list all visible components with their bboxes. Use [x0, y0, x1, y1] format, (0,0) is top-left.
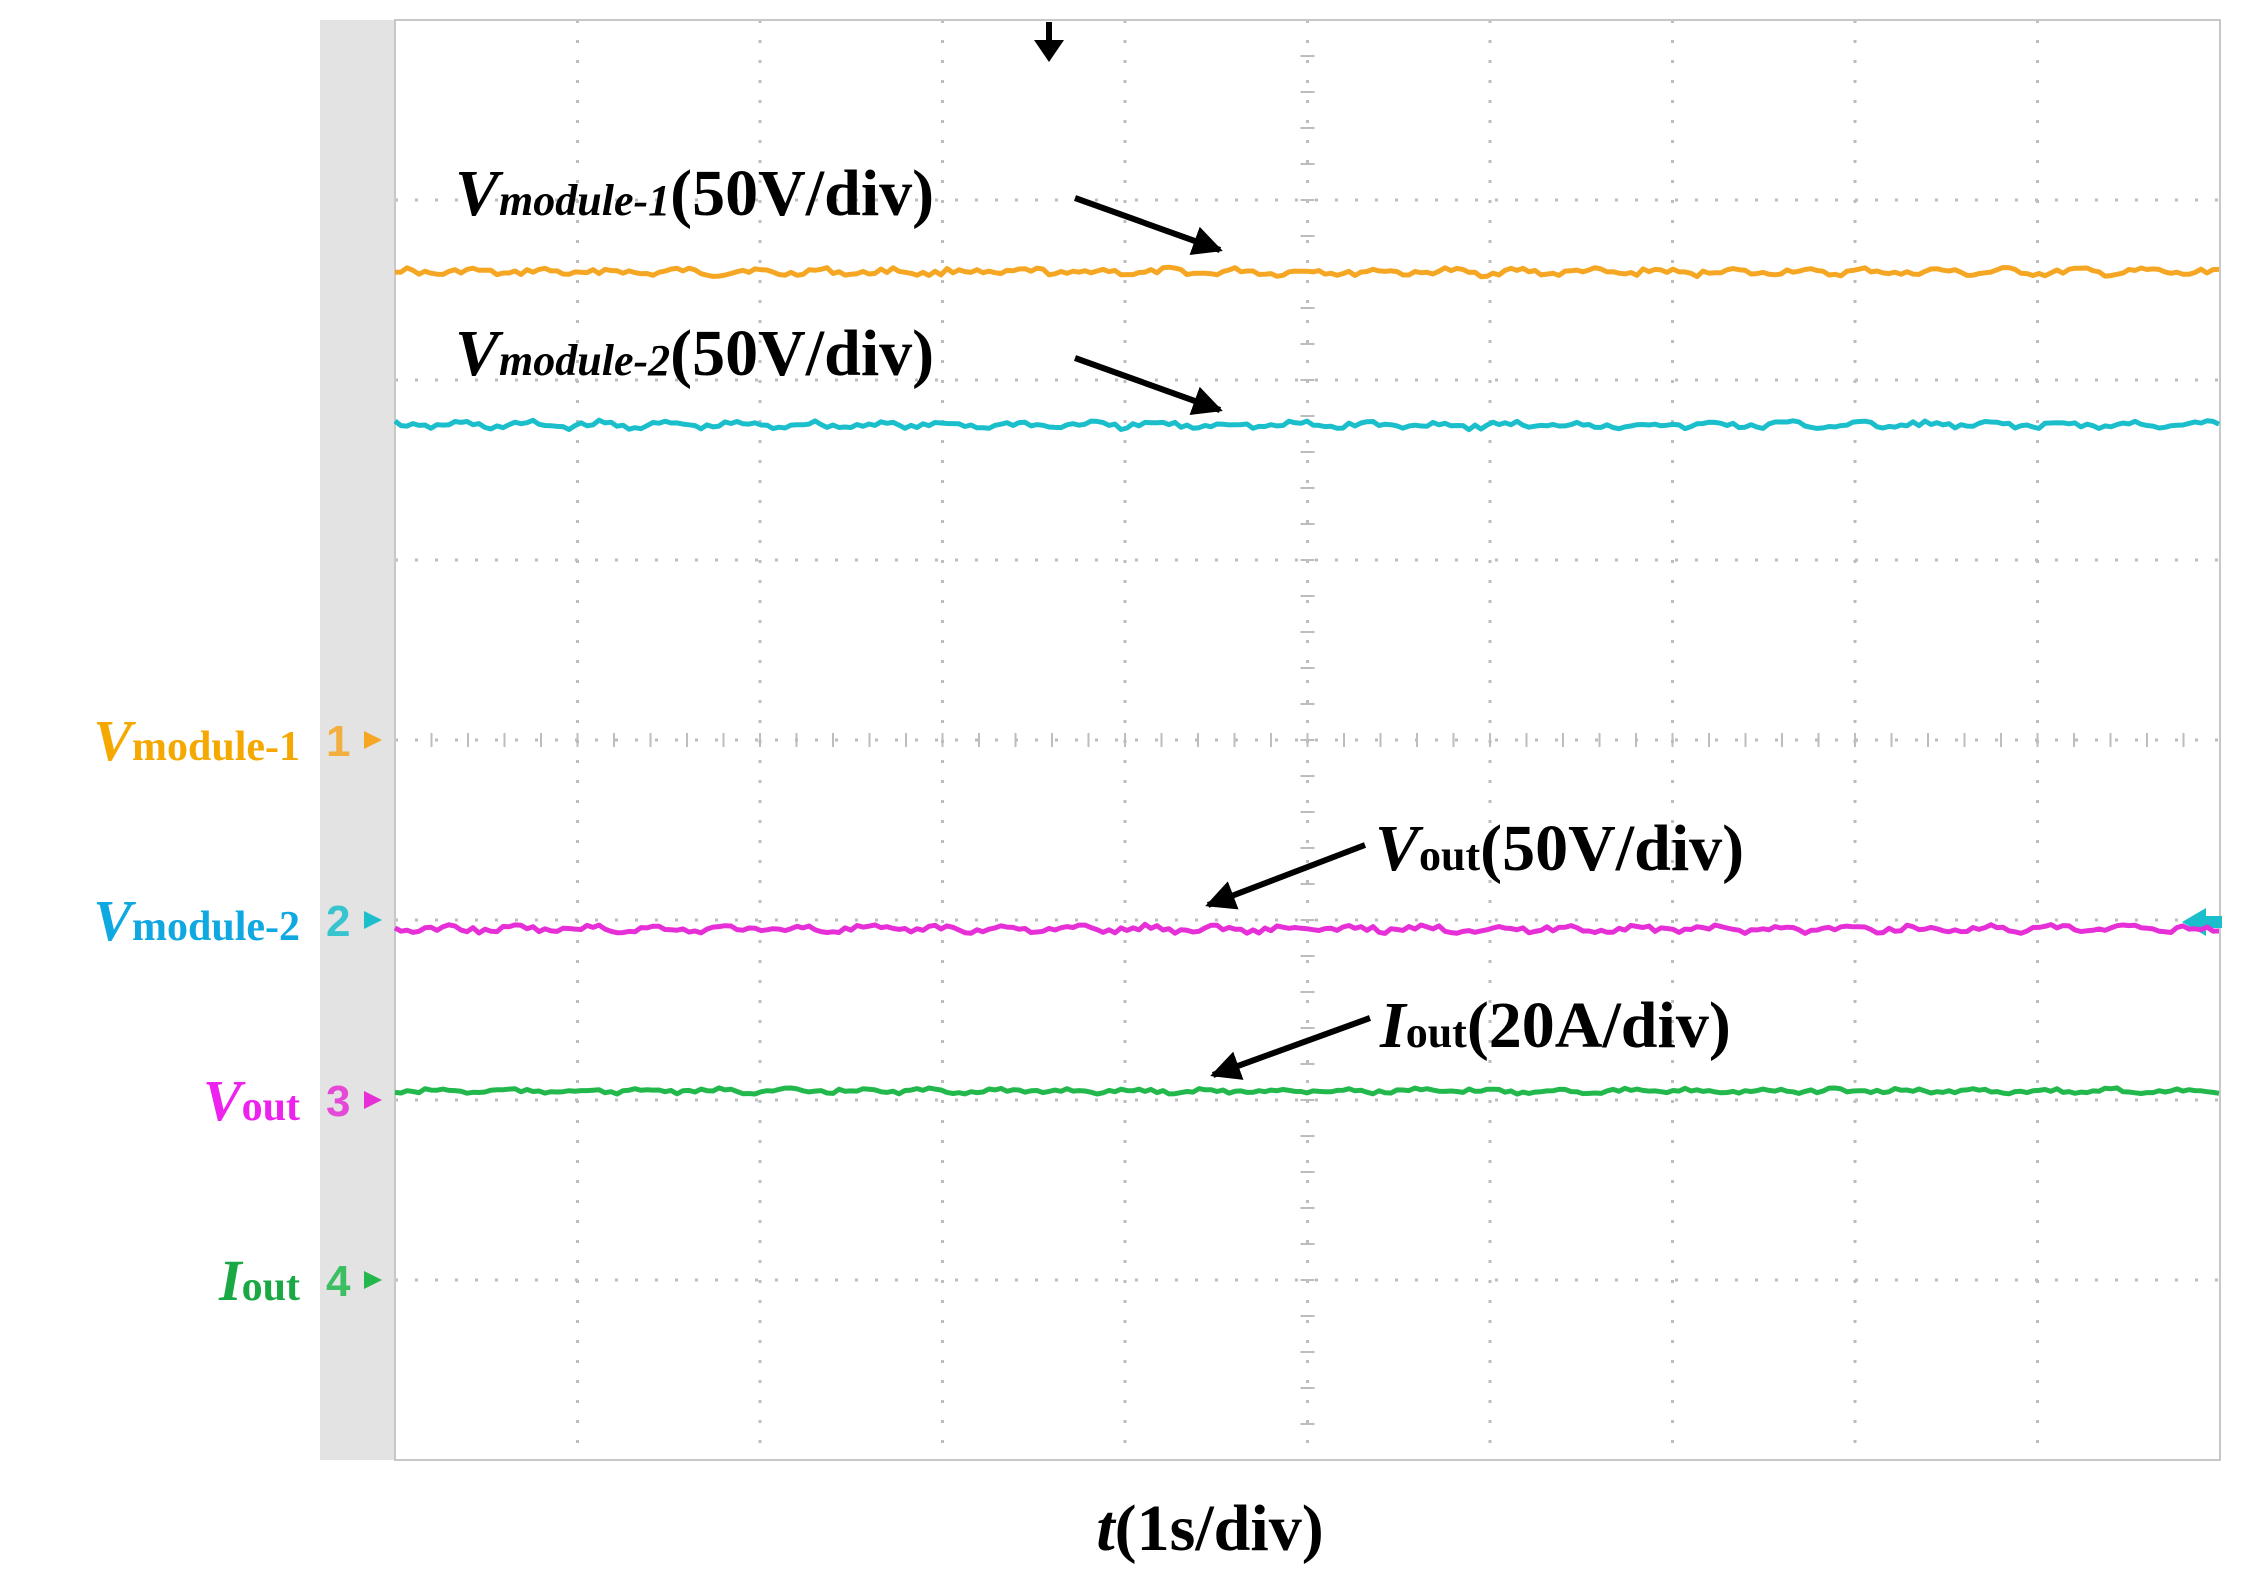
grid [394, 19, 2221, 1461]
scope-left-strip [320, 20, 395, 1460]
annotation-text-ch2: Vmodule-2(50V/div) [455, 317, 934, 390]
trace-ch4 [394, 1085, 2220, 1097]
annotation-main: I [1379, 989, 1408, 1062]
channel-label-ch1: Vmodule-1 1 [93, 708, 382, 773]
annotation-arrow-ch1 [1073, 195, 1223, 256]
channel-name-sub: out [242, 1264, 300, 1310]
annotation-scale: (50V/div) [1480, 812, 1744, 885]
annotation-scale: (20A/div) [1467, 989, 1731, 1062]
channel-name-ch3: Vout [203, 1068, 300, 1133]
channel-number-ch4: 4 [326, 1257, 351, 1306]
annotation-sub: module-2 [499, 336, 670, 385]
annotation-main: V [455, 157, 504, 230]
trace-ch3 [393, 921, 2220, 936]
annotation-ch4: Iout(20A/div) [1210, 989, 1731, 1080]
channel-name-main: V [93, 708, 136, 773]
trace-ch1 [394, 264, 2220, 280]
annotation-scale: (50V/div) [670, 157, 934, 230]
annotation-main: V [455, 317, 504, 390]
channel-name-ch2: Vmodule-2 [93, 888, 300, 953]
annotation-text-ch1: Vmodule-1(50V/div) [455, 157, 934, 230]
annotation-sub: out [1419, 831, 1480, 880]
annotation-sub: out [1406, 1008, 1467, 1057]
channel-label-ch4: Iout 4 [218, 1248, 382, 1313]
channel-number-ch1: 1 [326, 717, 350, 766]
annotation-ch3: Vout(50V/div) [1205, 812, 1744, 910]
channel-labels: Vmodule-1 1 Vmodule-2 2 Vout 3 Iout 4 [93, 708, 382, 1313]
trigger-marker-icon [1034, 22, 1064, 62]
annotation-ch1: Vmodule-1(50V/div) [455, 157, 1223, 256]
channel-name-sub: module-2 [132, 904, 300, 950]
annotation-arrow-ch3 [1205, 842, 1367, 910]
annotation-arrow-ch4 [1210, 1015, 1372, 1080]
annotation-text-ch4: Iout(20A/div) [1379, 989, 1731, 1062]
plot-border [394, 19, 2221, 1461]
channel-label-ch2: Vmodule-2 2 [93, 888, 382, 953]
annotation-main: V [1375, 812, 1424, 885]
channel-label-ch3: Vout 3 [203, 1068, 382, 1133]
channel-name-main: V [203, 1068, 246, 1133]
channel-name-ch4: Iout [218, 1248, 300, 1313]
channel-name-main: V [93, 888, 136, 953]
ground-marker-ch3 [364, 1091, 382, 1109]
x-axis-symbol: t [1096, 1492, 1116, 1565]
channel-name-main: I [218, 1248, 244, 1313]
annotation-arrow-ch2 [1073, 355, 1223, 416]
x-axis-unit: (1s/div) [1115, 1492, 1324, 1565]
trace-ch2 [393, 417, 2221, 433]
annotation-text-ch3: Vout(50V/div) [1375, 812, 1744, 885]
channel-number-ch2: 2 [326, 897, 350, 946]
annotation-ch2: Vmodule-2(50V/div) [455, 317, 1223, 416]
traces [393, 264, 2221, 1097]
x-axis-label: t(1s/div) [1096, 1492, 1323, 1565]
channel-name-sub: out [242, 1084, 300, 1130]
annotation-sub: module-1 [499, 176, 670, 225]
channel-number-ch3: 3 [326, 1077, 350, 1126]
annotation-scale: (50V/div) [670, 317, 934, 390]
ground-marker-ch2 [364, 911, 382, 929]
trace-annotations: Vmodule-1(50V/div)Vmodule-2(50V/div)Vout… [455, 157, 1744, 1080]
channel-name-sub: module-1 [132, 724, 300, 770]
channel-name-ch1: Vmodule-1 [93, 708, 300, 773]
ground-marker-ch4 [364, 1271, 382, 1289]
ground-marker-ch1 [364, 731, 382, 749]
